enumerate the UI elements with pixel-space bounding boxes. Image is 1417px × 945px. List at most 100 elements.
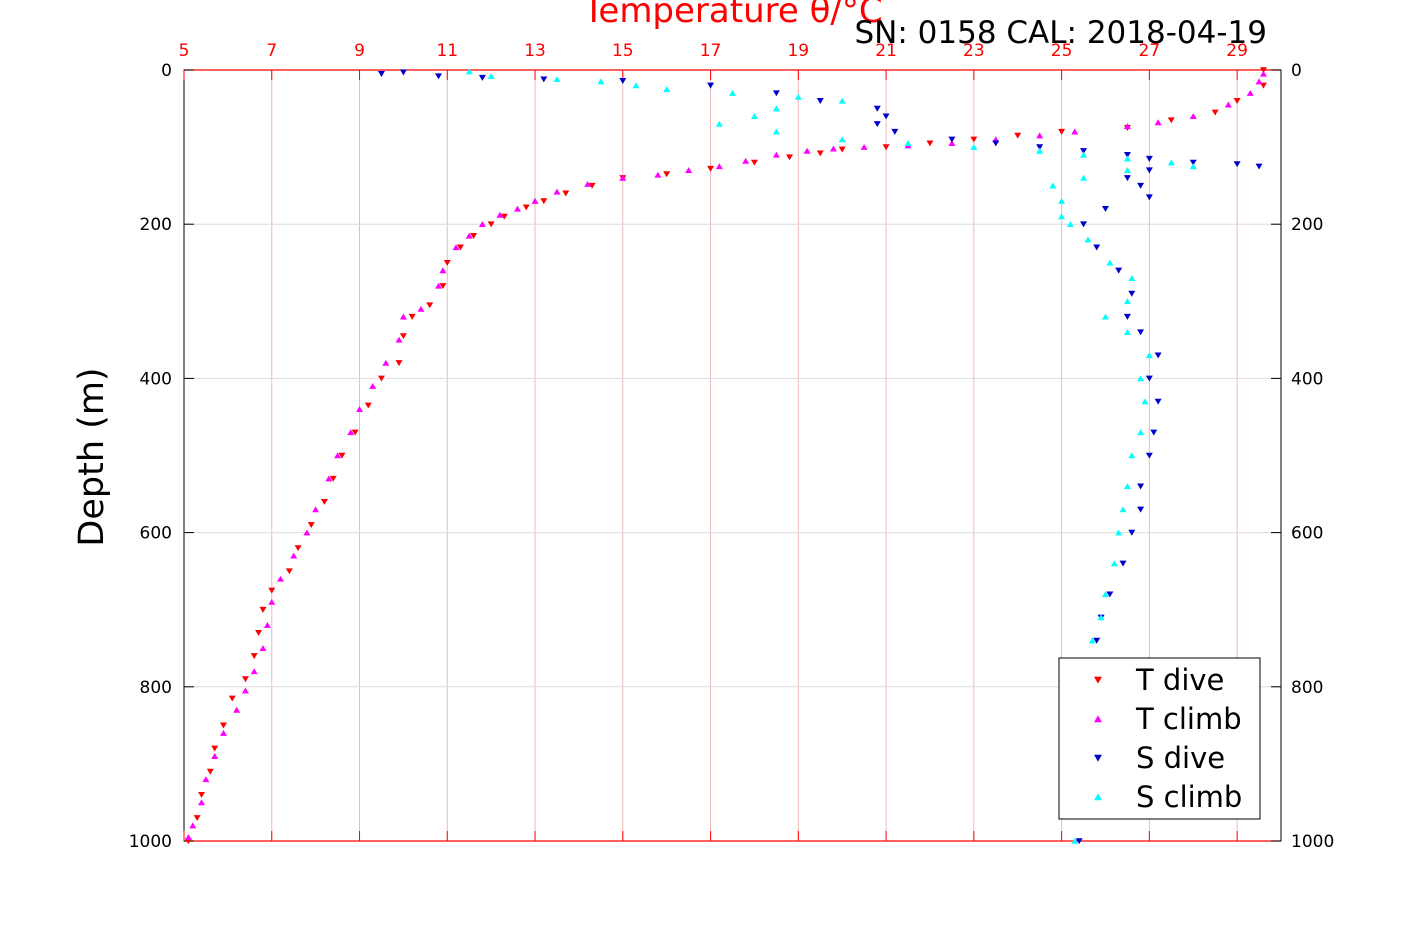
x-tick-label: 27 <box>1139 41 1161 61</box>
data-point <box>1058 213 1066 220</box>
data-point <box>193 815 201 822</box>
data-point <box>750 113 758 120</box>
x-tick-label: 29 <box>1226 41 1248 61</box>
y-tick-label-left: 1000 <box>129 832 172 852</box>
data-point <box>1154 398 1162 405</box>
data-point <box>970 136 978 143</box>
y-tick-label-right: 800 <box>1291 678 1323 698</box>
x-tick-labels: 5 7 9 11 13 15 17 19 21 23 25 27 29 <box>179 41 1248 61</box>
data-point <box>873 121 881 128</box>
data-point <box>364 402 372 409</box>
data-point <box>435 282 443 289</box>
data-point <box>1189 159 1197 166</box>
y-tick-label-left: 800 <box>140 678 172 698</box>
data-point <box>1145 194 1153 201</box>
data-point <box>707 165 715 172</box>
data-point <box>1128 275 1136 281</box>
data-point <box>707 82 715 89</box>
data-point <box>742 157 750 164</box>
data-point <box>882 144 890 151</box>
data-point <box>891 128 899 135</box>
data-point <box>1141 398 1149 405</box>
y-tick-label-right: 1000 <box>1291 832 1334 852</box>
data-point <box>540 76 548 83</box>
data-point <box>1167 117 1175 124</box>
data-point <box>1106 259 1114 266</box>
y-tick-label-left: 400 <box>140 369 172 389</box>
data-point <box>553 188 561 195</box>
data-point <box>1246 89 1254 96</box>
legend-marker <box>1094 715 1102 723</box>
data-point <box>356 406 364 413</box>
data-point <box>351 429 359 436</box>
data-point <box>1123 123 1131 130</box>
data-point <box>1255 163 1263 170</box>
data-point <box>715 120 723 127</box>
data-point <box>1128 290 1136 297</box>
x-tick-label: 13 <box>524 41 546 61</box>
data-point <box>1071 837 1079 844</box>
data-point <box>1123 152 1131 158</box>
data-point <box>443 259 451 266</box>
data-point <box>417 305 425 312</box>
data-point <box>838 136 846 143</box>
data-point <box>202 776 210 783</box>
data-point <box>312 506 320 513</box>
y-tick-label-right: 200 <box>1291 215 1323 235</box>
data-point <box>838 97 846 104</box>
data-point <box>838 146 846 153</box>
data-point <box>786 154 794 161</box>
data-point <box>399 333 407 340</box>
data-point <box>513 205 521 212</box>
data-point <box>803 147 811 154</box>
data-point <box>562 190 570 197</box>
data-point <box>1123 175 1131 182</box>
data-point <box>268 587 276 594</box>
data-point <box>1145 167 1153 174</box>
data-point <box>553 76 561 83</box>
data-point <box>198 791 206 798</box>
data-point <box>1137 329 1145 336</box>
data-point <box>1066 221 1074 227</box>
data-point <box>772 90 780 97</box>
data-point <box>377 71 385 78</box>
data-point <box>1255 78 1263 85</box>
data-point <box>1036 147 1044 154</box>
x-tick-label: 25 <box>1051 41 1073 61</box>
data-point <box>1137 506 1145 513</box>
data-point <box>1189 113 1197 120</box>
data-point <box>228 695 236 702</box>
x-tick-label: 15 <box>612 41 634 61</box>
data-point <box>184 833 192 840</box>
x-tick-label: 17 <box>700 41 722 61</box>
data-point <box>1093 244 1101 251</box>
data-point <box>715 163 723 170</box>
data-point <box>522 204 530 211</box>
data-point <box>465 68 473 75</box>
data-point <box>992 140 1000 147</box>
data-point <box>816 150 824 157</box>
legend-label: T dive <box>1135 663 1224 697</box>
x-tick-label: 5 <box>179 41 190 61</box>
data-point <box>1154 352 1162 359</box>
legend-marker <box>1094 754 1102 762</box>
data-point <box>1110 560 1118 567</box>
data-point <box>439 267 447 274</box>
data-point <box>1014 132 1022 139</box>
data-point <box>663 171 671 178</box>
data-point <box>1123 483 1131 490</box>
data-point <box>1115 267 1123 274</box>
data-point <box>219 729 227 736</box>
data-point <box>1145 452 1153 459</box>
data-point <box>241 687 249 694</box>
data-point <box>399 313 407 320</box>
data-point <box>619 77 627 84</box>
legend-label: T climb <box>1135 702 1242 736</box>
data-point <box>263 621 271 628</box>
data-point <box>1097 614 1105 621</box>
series-t-dive <box>184 67 1267 845</box>
data-point <box>395 336 403 343</box>
y-tick-label-right: 600 <box>1291 524 1323 544</box>
data-point <box>1080 221 1088 228</box>
